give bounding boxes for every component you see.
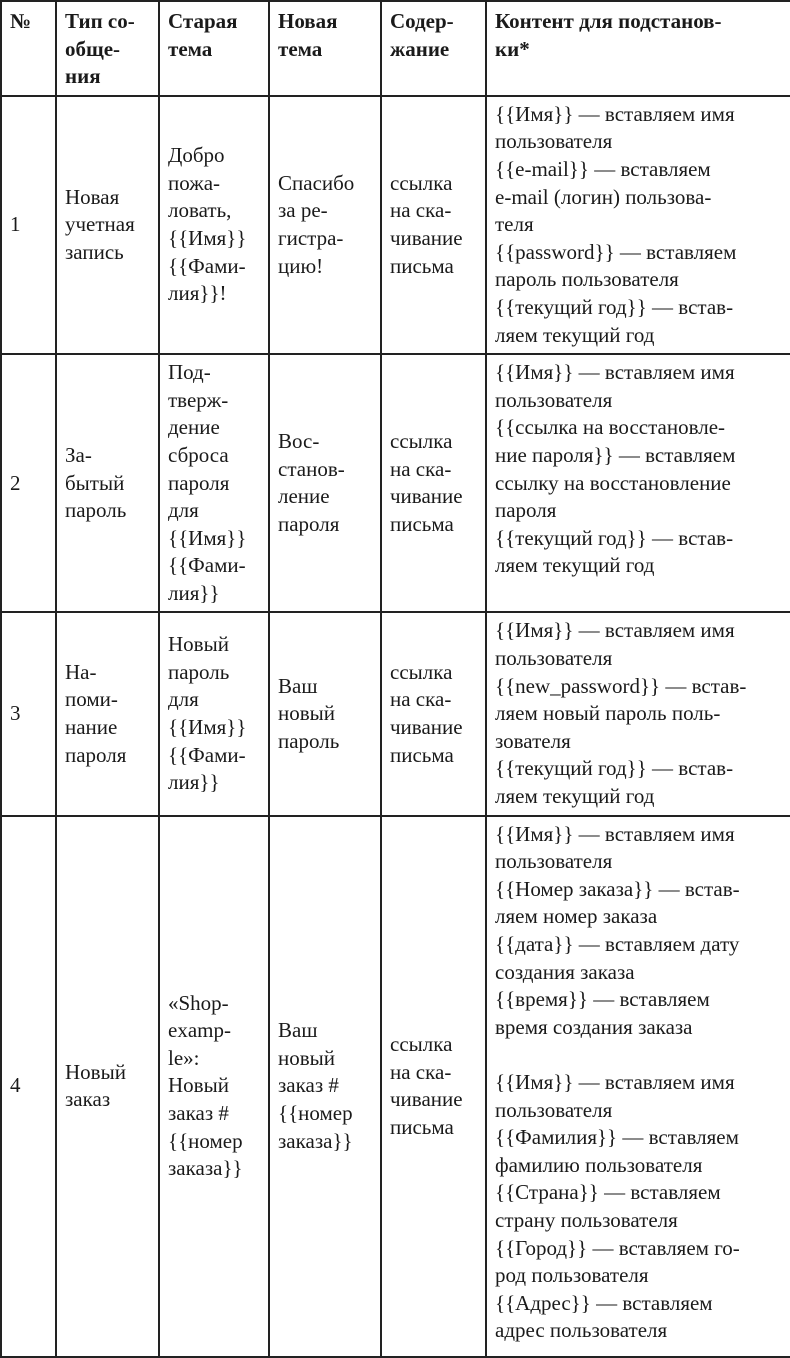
header-row: № Тип со- обще- ния Старая тема Новая те…: [0, 0, 790, 97]
cell-number: 1: [0, 94, 57, 356]
cell-old-subject: Новый пароль для {{Имя}} {{Фами- лия}}: [158, 611, 270, 817]
cell-type: За- бытый пароль: [55, 353, 160, 614]
cell-number: 4: [0, 814, 57, 1358]
cell-new-subject: Ваш новый заказ # {{номер заказа}}: [268, 814, 382, 1358]
cell-contents: ссылка на ска- чивание письма: [380, 94, 487, 356]
header-contents: Содер- жание: [380, 0, 487, 97]
cell-old-subject: Под- тверж- дение сброса пароля для {{Им…: [158, 353, 270, 614]
table-row: 2 За- бытый пароль Под- тверж- дение сбр…: [0, 353, 790, 614]
header-placeholders: Контент для подстанов- ки*: [485, 0, 790, 97]
cell-placeholders: {{Имя}} — вставляем имя пользователя {{Н…: [485, 814, 790, 1358]
cell-old-subject: «Shop- examp- le»: Новый заказ # {{номер…: [158, 814, 270, 1358]
header-message-type: Тип со- обще- ния: [55, 0, 160, 97]
cell-number: 2: [0, 353, 57, 614]
header-new-subject: Новая тема: [268, 0, 382, 97]
cell-new-subject: Вос- станов- ление пароля: [268, 353, 382, 614]
cell-old-subject: Добро пожа- ловать, {{Имя}} {{Фами- лия}…: [158, 94, 270, 356]
cell-contents: ссылка на ска- чивание письма: [380, 611, 487, 817]
cell-contents: ссылка на ска- чивание письма: [380, 814, 487, 1358]
cell-placeholders: {{Имя}} — вставляем имя пользователя {{n…: [485, 611, 790, 817]
cell-number: 3: [0, 611, 57, 817]
table-row: 1 Новая учетная запись Добро пожа- ловат…: [0, 94, 790, 356]
cell-type: Новая учетная запись: [55, 94, 160, 356]
header-old-subject: Старая тема: [158, 0, 270, 97]
cell-new-subject: Ваш новый пароль: [268, 611, 382, 817]
header-number: №: [0, 0, 57, 97]
cell-type: Новый заказ: [55, 814, 160, 1358]
cell-contents: ссылка на ска- чивание письма: [380, 353, 487, 614]
cell-new-subject: Спасибо за ре- гистра- цию!: [268, 94, 382, 356]
cell-placeholders: {{Имя}} — вставляем имя пользователя {{e…: [485, 94, 790, 356]
cell-type: На- поми- нание пароля: [55, 611, 160, 817]
table-row: 3 На- поми- нание пароля Новый пароль дл…: [0, 611, 790, 817]
table-row: 4 Новый заказ «Shop- examp- le»: Новый з…: [0, 814, 790, 1358]
cell-placeholders: {{Имя}} — вставляем имя пользователя {{с…: [485, 353, 790, 614]
